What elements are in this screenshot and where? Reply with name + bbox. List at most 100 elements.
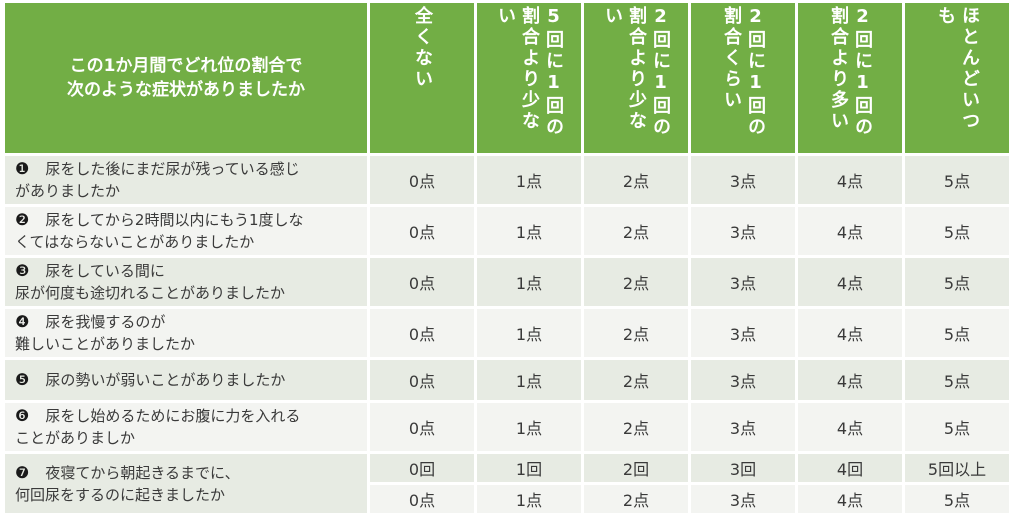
- question-text-line-2: 尿が何度も途切れることがありましたか: [15, 284, 286, 302]
- table-row: ❼ 夜寝てから朝起きるまでに、 何回尿をするのに起きましたか 0回 1回 2回 3…: [5, 454, 1009, 513]
- score-cell: 5点: [905, 485, 1009, 513]
- score-cell: 4点: [798, 156, 902, 204]
- score-cell: 3点: [691, 485, 795, 513]
- score-cell: 1点: [477, 360, 581, 400]
- question-text-line-1: 尿をし始めるためにお腹に力を入れる: [45, 407, 301, 425]
- option-label: ほとんどいつも: [935, 6, 980, 132]
- count-cell: 1回: [477, 454, 581, 482]
- table-row: ❶ 尿をした後にまだ尿が残っている感じ がありましたか 0点 1点 2点 3点 4…: [5, 156, 1009, 204]
- count-cell: 4回: [798, 454, 902, 482]
- score-cell: 2点: [584, 360, 688, 400]
- score-cell: 2点: [584, 309, 688, 357]
- table-row: ❻ 尿をし始めるためにお腹に力を入れる ことがありましか 0点 1点 2点 3点 …: [5, 403, 1009, 451]
- option-header-less-than-1-in-5: 5回に1回の割合より少ない: [477, 3, 581, 153]
- question-cell: ❺ 尿の勢いが弱いことがありましたか: [5, 360, 367, 400]
- question-text-line-1: 尿をしてから2時間以内にもう1度しな: [45, 211, 304, 229]
- score-cell: 2点: [584, 156, 688, 204]
- option-header-less-than-half: 2回に1回の割合より少ない: [584, 3, 688, 153]
- score-cell: 1点: [477, 403, 581, 451]
- table-row: ❺ 尿の勢いが弱いことがありましたか 0点 1点 2点 3点 4点 5点: [5, 360, 1009, 400]
- question-cell: ❼ 夜寝てから朝起きるまでに、 何回尿をするのに起きましたか: [5, 454, 367, 513]
- question-text-line-2: がありましたか: [15, 182, 121, 200]
- option-label: 2回に1回の割合より少ない: [602, 6, 671, 138]
- question-number: ❼: [15, 462, 30, 482]
- question-number: ❺: [15, 370, 30, 389]
- score-cell: 0点: [370, 258, 474, 306]
- score-cell: 5点: [905, 258, 1009, 306]
- count-cell: 5回以上: [905, 454, 1009, 482]
- question-cell: ❷ 尿をしてから2時間以内にもう1度しな くてはならないことがありましたか: [5, 207, 367, 255]
- question-text-line-1: 夜寝てから朝起きるまでに、: [45, 463, 240, 482]
- option-header-almost-always: ほとんどいつも: [905, 3, 1009, 153]
- score-cell: 1点: [477, 207, 581, 255]
- question-cell: ❻ 尿をし始めるためにお腹に力を入れる ことがありましか: [5, 403, 367, 451]
- question-header: この1か月間でどれ位の割合で 次のような症状がありましたか: [5, 3, 367, 153]
- score-cell: 4点: [798, 360, 902, 400]
- question-text-line-2: 何回尿をするのに起きましたか: [15, 485, 226, 504]
- count-cell: 2回: [584, 454, 688, 482]
- score-cell: 0点: [370, 360, 474, 400]
- question-number: ❹: [15, 312, 30, 331]
- question-text-line-1: 尿の勢いが弱いことがありましたか: [45, 371, 286, 389]
- option-label: 2回に1回の割合より多い: [828, 6, 873, 138]
- question-header-line-1: この1か月間でどれ位の割合で: [69, 56, 303, 76]
- question-text-line-1: 尿をした後にまだ尿が残っている感じ: [45, 160, 300, 178]
- score-cell: 4点: [798, 403, 902, 451]
- question-number: ❶: [15, 159, 30, 178]
- question-number: ❻: [15, 406, 30, 425]
- option-header-more-than-half: 2回に1回の割合より多い: [798, 3, 902, 153]
- question-text-line-1: 尿を我慢するのが: [45, 313, 166, 331]
- question-number: ❷: [15, 210, 30, 229]
- option-label: 5回に1回の割合より少ない: [495, 6, 564, 138]
- count-cell: 0回: [370, 454, 474, 482]
- score-cell: 3点: [691, 309, 795, 357]
- table-row: ❹ 尿を我慢するのが 難しいことがありましたか 0点 1点 2点 3点 4点 5点: [5, 309, 1009, 357]
- score-cell: 0点: [370, 403, 474, 451]
- ipss-score-table: この1か月間でどれ位の割合で 次のような症状がありましたか 全くない 5回に1回…: [2, 0, 1012, 516]
- question-cell: ❶ 尿をした後にまだ尿が残っている感じ がありましたか: [5, 156, 367, 204]
- score-cell: 2点: [584, 207, 688, 255]
- score-cell: 1点: [477, 309, 581, 357]
- score-cell: 0点: [370, 485, 474, 513]
- option-header-never: 全くない: [370, 3, 474, 153]
- score-cell: 3点: [691, 156, 795, 204]
- question-cell: ❹ 尿を我慢するのが 難しいことがありましたか: [5, 309, 367, 357]
- option-label: 2回に1回の割合くらい: [721, 6, 766, 138]
- question-header-line-2: 次のような症状がありましたか: [67, 80, 305, 100]
- score-cell: 2点: [584, 403, 688, 451]
- table-row: ❸ 尿をしている間に 尿が何度も途切れることがありましたか 0点 1点 2点 3点…: [5, 258, 1009, 306]
- score-cell: 2点: [584, 485, 688, 513]
- option-label: 全くない: [412, 6, 433, 90]
- score-cell: 2点: [584, 258, 688, 306]
- score-cell: 3点: [691, 258, 795, 306]
- score-cell: 1点: [477, 258, 581, 306]
- score-cell: 1点: [477, 485, 581, 513]
- score-cell: 5点: [905, 309, 1009, 357]
- score-cell: 5点: [905, 360, 1009, 400]
- count-cell: 3回: [691, 454, 795, 482]
- question-number: ❸: [15, 261, 30, 280]
- header-row: この1か月間でどれ位の割合で 次のような症状がありましたか 全くない 5回に1回…: [5, 3, 1009, 153]
- score-cell: 4点: [798, 207, 902, 255]
- score-cell: 4点: [798, 309, 902, 357]
- score-cell: 0点: [370, 156, 474, 204]
- question-text-line-2: くてはならないことがありましたか: [15, 233, 255, 251]
- score-cell: 5点: [905, 403, 1009, 451]
- question-text-line-2: 難しいことがありましたか: [15, 335, 196, 353]
- score-cell: 5点: [905, 156, 1009, 204]
- question-text-line-2: ことがありましか: [15, 429, 136, 447]
- score-cell: 1点: [477, 156, 581, 204]
- score-cell: 0点: [370, 207, 474, 255]
- score-cell: 5点: [905, 207, 1009, 255]
- option-header-about-half: 2回に1回の割合くらい: [691, 3, 795, 153]
- score-cell: 3点: [691, 360, 795, 400]
- score-cell: 0点: [370, 309, 474, 357]
- score-cell: 4点: [798, 485, 902, 513]
- table-row: 0点 1点 2点 3点 4点 5点: [5, 485, 1009, 513]
- score-cell: 4点: [798, 258, 902, 306]
- score-cell: 3点: [691, 207, 795, 255]
- score-cell: 3点: [691, 403, 795, 451]
- question-cell: ❸ 尿をしている間に 尿が何度も途切れることがありましたか: [5, 258, 367, 306]
- question-text-line-1: 尿をしている間に: [45, 262, 165, 280]
- table-row: ❷ 尿をしてから2時間以内にもう1度しな くてはならないことがありましたか 0点 …: [5, 207, 1009, 255]
